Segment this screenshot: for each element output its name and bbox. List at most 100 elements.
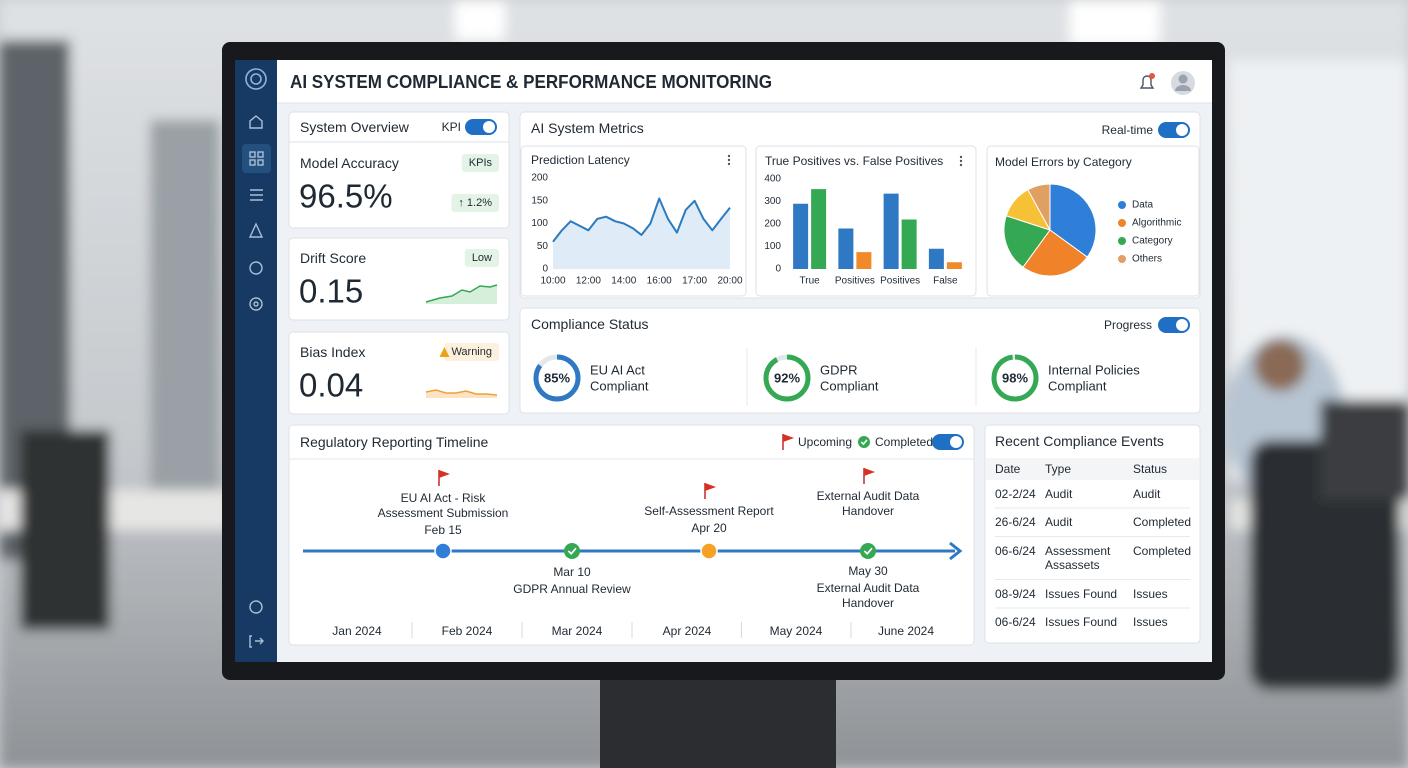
badge bbox=[464, 249, 499, 267]
panel-title: Compliance Status bbox=[531, 316, 649, 332]
bar bbox=[838, 228, 854, 269]
flag bbox=[783, 434, 794, 442]
y-tick-label: 0 bbox=[775, 264, 781, 275]
panel-title: Regulatory Reporting Timeline bbox=[300, 434, 489, 450]
month-label: Feb 2024 bbox=[442, 624, 493, 638]
icon-home[interactable] bbox=[249, 115, 263, 129]
icon-list[interactable] bbox=[250, 189, 263, 201]
event-date: May 30 bbox=[848, 564, 888, 578]
toggle-knob bbox=[950, 436, 962, 448]
y-tick-label: 200 bbox=[764, 219, 781, 230]
toggle-knob bbox=[1176, 124, 1188, 136]
legend-swatch bbox=[1118, 201, 1126, 209]
toggle-knob bbox=[1176, 319, 1188, 331]
x-tick-label: 10:00 bbox=[540, 276, 565, 287]
cell-date: 26-6/24 bbox=[995, 515, 1036, 529]
icon-help[interactable] bbox=[249, 600, 263, 614]
warning-icon bbox=[439, 347, 450, 357]
event-date: Feb 15 bbox=[424, 523, 462, 537]
month-label: Mar 2024 bbox=[552, 624, 603, 638]
card-label: Drift Score bbox=[300, 250, 366, 266]
icon-dashboard[interactable] bbox=[249, 151, 256, 158]
pie-slice bbox=[1003, 215, 1051, 268]
sparkline bbox=[425, 389, 498, 396]
badge bbox=[451, 194, 499, 212]
legend-label: Data bbox=[1132, 200, 1154, 211]
x-tick-label: 16:00 bbox=[647, 276, 672, 287]
bar bbox=[901, 219, 917, 269]
panel-title: Recent Compliance Events bbox=[995, 433, 1164, 449]
event-label: Handover bbox=[842, 504, 894, 518]
card-label: Bias Index bbox=[300, 344, 365, 360]
chart-title: Model Errors by Category bbox=[995, 155, 1132, 169]
panel bbox=[520, 145, 747, 297]
flag bbox=[864, 468, 875, 476]
top-bar-icons bbox=[1139, 71, 1195, 95]
x-tick-label: 20:00 bbox=[717, 276, 742, 287]
icon-logout[interactable] bbox=[249, 635, 264, 648]
ceiling-light bbox=[1070, 0, 1160, 45]
x-tick-label: False bbox=[933, 276, 958, 287]
cell-date: 06-6/24 bbox=[995, 544, 1036, 558]
legend-swatch bbox=[1118, 219, 1126, 227]
logo bbox=[245, 68, 267, 90]
cell-status: Audit bbox=[1133, 487, 1161, 501]
x-tick-label: True bbox=[800, 276, 821, 287]
gauge-label: 85% bbox=[544, 371, 570, 386]
sparkline-area bbox=[426, 390, 497, 398]
badge-text: Warning bbox=[451, 346, 492, 358]
check-mark bbox=[863, 547, 873, 555]
y-tick-label: 150 bbox=[531, 195, 548, 206]
avatar-head bbox=[1178, 74, 1188, 84]
x-tick-label: Positives bbox=[835, 276, 875, 287]
cell-status: Completed bbox=[1133, 515, 1191, 529]
panel-title: System Overview bbox=[300, 119, 410, 135]
partition bbox=[150, 120, 220, 500]
bar bbox=[928, 248, 944, 269]
logo-ring bbox=[245, 68, 267, 90]
y-tick-label: 300 bbox=[764, 196, 781, 207]
icon-network[interactable] bbox=[249, 261, 263, 275]
flag bbox=[705, 483, 716, 491]
icon-settings[interactable] bbox=[253, 301, 259, 307]
gauge bbox=[763, 354, 811, 402]
cell-date: 08-9/24 bbox=[995, 587, 1036, 601]
card-value: 96.5% bbox=[299, 178, 393, 215]
sidebar-icons bbox=[248, 115, 264, 648]
monitor-far bbox=[1320, 400, 1408, 500]
icon-dashboard[interactable] bbox=[249, 159, 256, 166]
icon-dashboard[interactable] bbox=[257, 159, 264, 166]
column-header: Date bbox=[995, 462, 1021, 476]
icon-alerts[interactable] bbox=[248, 222, 264, 238]
check-circle bbox=[860, 543, 876, 559]
event-label: Self-Assessment Report bbox=[644, 504, 774, 518]
y-tick-label: 200 bbox=[531, 173, 548, 184]
y-tick-label: 400 bbox=[764, 174, 781, 185]
table-header bbox=[986, 458, 1199, 480]
badge-text: ↑ 1.2% bbox=[458, 197, 492, 209]
gauge bbox=[533, 354, 581, 402]
menu-dot bbox=[959, 163, 963, 167]
menu-dot bbox=[959, 155, 963, 159]
month-label: Apr 2024 bbox=[663, 624, 712, 638]
pie-slice bbox=[1027, 183, 1051, 231]
y-tick-label: 0 bbox=[542, 264, 548, 275]
card-value: 0.15 bbox=[299, 273, 363, 310]
month-label: May 2024 bbox=[770, 624, 823, 638]
menu-dot bbox=[959, 159, 963, 163]
bar bbox=[856, 252, 872, 269]
event-label: Assessment Submission bbox=[378, 506, 509, 520]
icon-bell[interactable] bbox=[1139, 75, 1155, 89]
check-mark bbox=[567, 547, 577, 555]
legend-label: Algorithmic bbox=[1132, 218, 1181, 229]
legend-label: Upcoming bbox=[798, 435, 852, 449]
cell-type: Audit bbox=[1045, 487, 1073, 501]
y-tick-label: 100 bbox=[764, 241, 781, 252]
badge-text: KPIs bbox=[469, 157, 493, 169]
gauge-label: 92% bbox=[774, 371, 800, 386]
cell-date: 02-2/24 bbox=[995, 487, 1036, 501]
gauge-label: 98% bbox=[1002, 371, 1028, 386]
icon-dashboard[interactable] bbox=[257, 151, 264, 158]
icon-settings[interactable] bbox=[249, 297, 263, 311]
